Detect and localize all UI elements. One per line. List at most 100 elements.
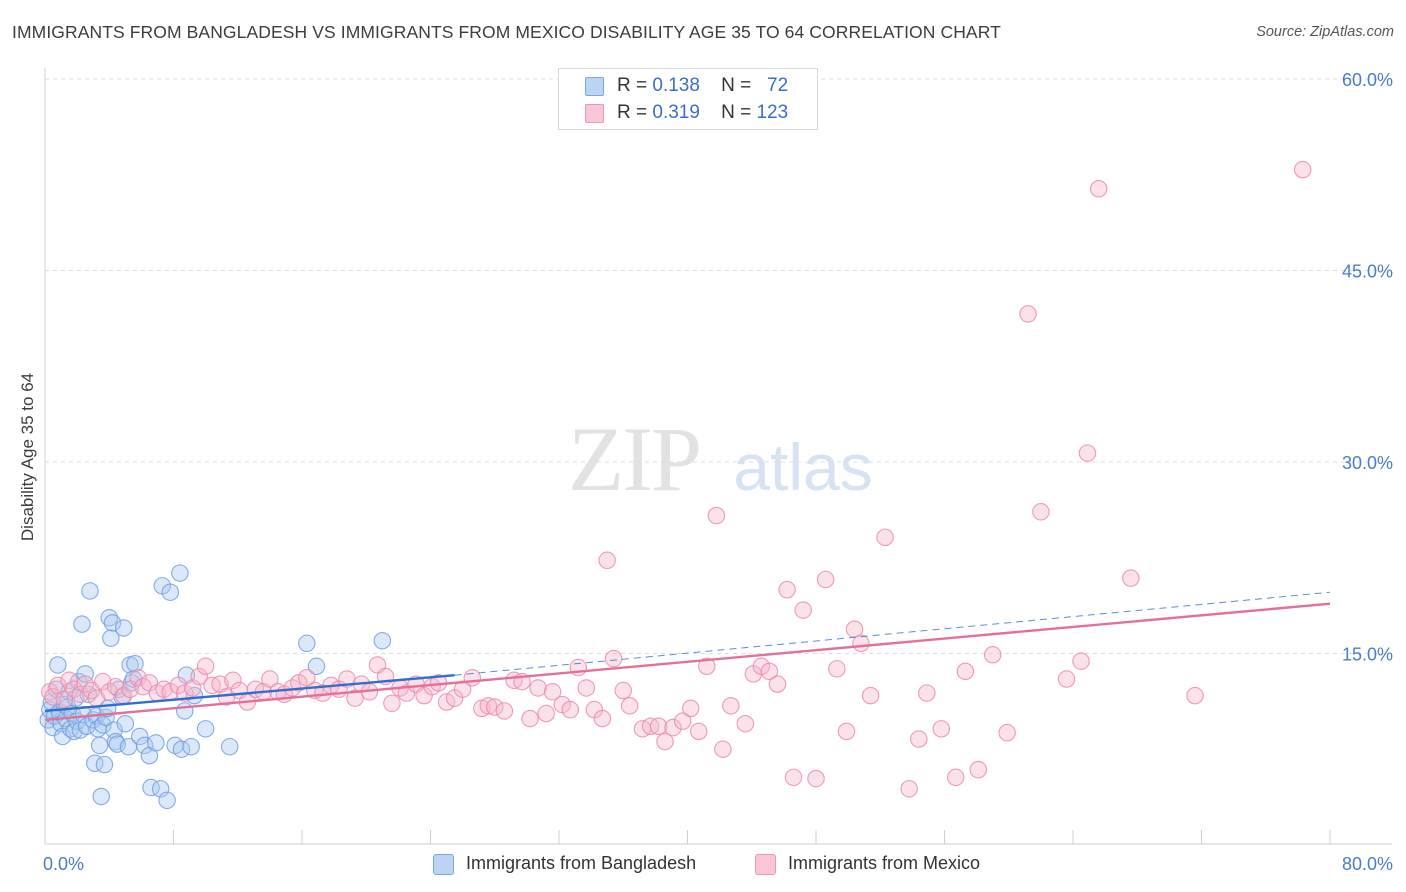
mexico-point-89 (698, 657, 716, 676)
bangladesh-point-46 (116, 714, 135, 733)
bangladesh-point-41 (106, 732, 125, 751)
mexico-point-76 (593, 709, 612, 728)
mexico-point-126 (1293, 160, 1312, 179)
mexico-point-34 (261, 670, 279, 688)
mexico-point-15 (129, 669, 147, 687)
bangladesh-point-70 (298, 634, 316, 653)
mexico-point-92 (722, 697, 740, 715)
legend-swatch-blue (585, 77, 604, 96)
bangladesh-point-72 (373, 631, 392, 650)
mexico-point-125 (1186, 686, 1204, 705)
bangladesh-point-68 (196, 720, 215, 738)
bangladesh-point-66 (182, 737, 200, 756)
legend-n-label: N = (721, 75, 752, 96)
mexico-trend-line (44, 602, 1331, 722)
mexico-point-88 (689, 722, 708, 741)
bottom-legend-label-bangladesh: Immigrants from Bangladesh (466, 853, 697, 873)
x-tick-label-end: 80.0% (1342, 854, 1393, 874)
bangladesh-point-38 (102, 629, 120, 647)
bangladesh-point-45 (114, 619, 133, 637)
bangladesh-point-32 (92, 787, 110, 806)
mexico-point-50 (383, 694, 401, 713)
mexico-point-102 (816, 570, 835, 589)
mexico-point-63 (485, 698, 504, 716)
mexico-point-119 (1032, 503, 1050, 521)
bangladesh-point-34 (95, 755, 114, 774)
mexico-point-90 (707, 506, 726, 525)
y-tick-label-3: 60.0% (1342, 70, 1393, 90)
chart-title: IMMIGRANTS FROM BANGLADESH VS IMMIGRANTS… (12, 22, 1001, 42)
mexico-point-79 (614, 681, 632, 700)
mexico-point-87 (681, 699, 700, 718)
mexico-point-77 (598, 551, 616, 570)
mexico-point-39 (298, 669, 316, 687)
legend-n-value: 72 (767, 75, 789, 96)
mexico-point-84 (656, 732, 674, 751)
mexico-point-109 (900, 780, 918, 798)
legend-n-value: 123 (756, 102, 789, 123)
bottom-legend-label-mexico: Immigrants from Mexico (788, 853, 981, 873)
bangladesh-point-31 (90, 736, 109, 755)
bangladesh-point-51 (126, 654, 144, 673)
mexico-point-85 (664, 718, 682, 737)
mexico-point-121 (1072, 652, 1090, 670)
bangladesh-point-62 (171, 564, 189, 582)
mexico-point-70 (543, 683, 562, 701)
x-tick-marks (173, 830, 1331, 844)
mexico-point-97 (768, 675, 787, 693)
grid-lines (44, 68, 1392, 845)
mexico-point-78 (604, 649, 623, 668)
mexico-point-100 (794, 601, 812, 619)
watermark: ZIP atlas (568, 408, 873, 510)
x-tick-label-start: 0.0% (43, 854, 84, 874)
y-tick-label-2: 45.0% (1342, 262, 1393, 282)
bangladesh-trend-line (44, 674, 455, 713)
mexico-point-112 (932, 720, 951, 738)
legend-r-value: 0.138 (652, 75, 700, 96)
bangladesh-point-42 (108, 735, 127, 753)
mexico-point-60 (463, 669, 482, 687)
bangladesh-point-16 (65, 722, 83, 741)
mexico-point-29 (224, 671, 242, 690)
y-tick-label-1: 30.0% (1342, 453, 1393, 473)
mexico-point-74 (577, 679, 596, 697)
watermark-zip-text: ZIP (568, 408, 700, 510)
bangladesh-point-23 (76, 665, 94, 683)
mexico-point-99 (784, 768, 803, 787)
bangladesh-point-52 (131, 727, 149, 746)
watermark-atlas-text: atlas (733, 430, 872, 504)
mexico-point-91 (714, 740, 732, 758)
mexico-point-104 (837, 722, 856, 741)
mexico-point-120 (1057, 670, 1076, 688)
source-credit: Source: ZipAtlas.com (1256, 24, 1394, 40)
mexico-point-57 (437, 693, 456, 711)
mexico-point-24 (190, 667, 208, 686)
bangladesh-point-71 (307, 657, 326, 676)
legend-text-bangladesh: R = 0.138 N = 72 (617, 75, 788, 97)
mexico-point-107 (861, 686, 880, 705)
mexico-point-25 (196, 657, 215, 676)
legend-r-value: 0.319 (652, 102, 700, 123)
bangladesh-points (39, 564, 392, 810)
mexico-point-115 (969, 760, 987, 779)
mexico-point-103 (828, 660, 846, 678)
mexico-point-83 (649, 717, 668, 736)
bangladesh-point-56 (147, 734, 165, 752)
mexico-point-111 (918, 684, 936, 702)
mexico-point-86 (673, 712, 692, 730)
mexico-point-123 (1089, 180, 1108, 198)
mexico-point-69 (537, 704, 555, 723)
mexico-point-96 (760, 662, 779, 681)
bangladesh-point-60 (161, 583, 180, 601)
mexico-point-62 (479, 697, 498, 715)
mexico-point-108 (876, 528, 894, 547)
bangladesh-trend-extension (454, 591, 1331, 676)
bangladesh-point-69 (220, 737, 239, 756)
mexico-point-7 (76, 675, 94, 693)
legend-n-label: N = (721, 102, 752, 123)
mexico-point-122 (1078, 444, 1097, 462)
mexico-point-64 (495, 702, 514, 720)
bottom-legend-swatch-pink (755, 854, 776, 875)
y-tick-labels: 15.0% 30.0% 45.0% 60.0% (1342, 70, 1393, 665)
